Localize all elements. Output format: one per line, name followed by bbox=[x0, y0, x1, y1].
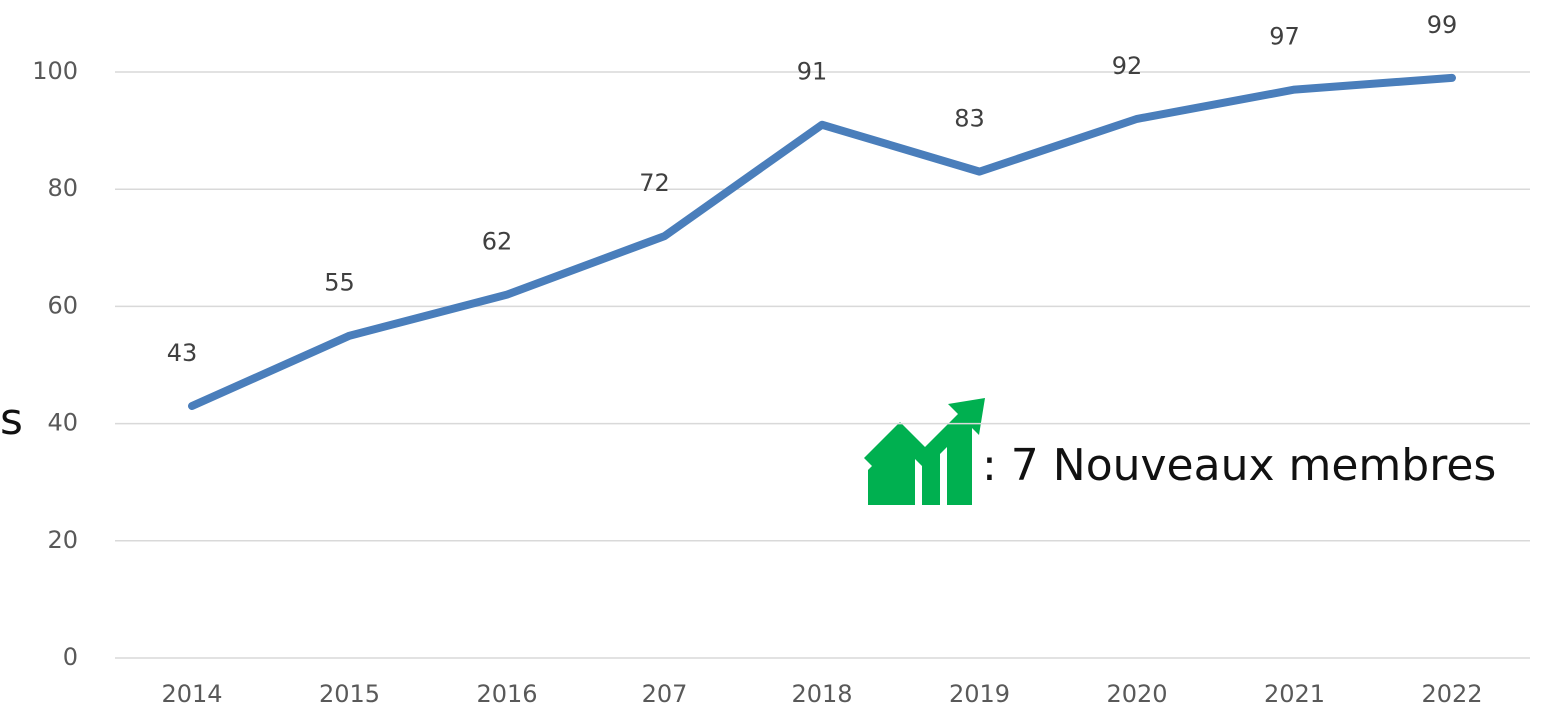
data-label: 43 bbox=[167, 339, 198, 367]
x-tick-label: 2015 bbox=[319, 680, 380, 708]
cropped-text: s bbox=[0, 394, 23, 445]
x-tick-label: 2014 bbox=[161, 680, 222, 708]
y-tick-label: 80 bbox=[47, 174, 78, 202]
x-tick-label: 2021 bbox=[1264, 680, 1325, 708]
y-tick-label: 20 bbox=[47, 526, 78, 554]
x-tick-label: 2016 bbox=[476, 680, 537, 708]
data-label: 62 bbox=[482, 228, 513, 256]
y-tick-label: 100 bbox=[32, 57, 78, 85]
y-tick-label: 60 bbox=[47, 291, 78, 319]
x-tick-label: 2022 bbox=[1421, 680, 1482, 708]
x-tick-label: 207 bbox=[642, 680, 688, 708]
y-tick-label: 0 bbox=[63, 643, 78, 671]
x-tick-label: 2019 bbox=[949, 680, 1010, 708]
data-label: 83 bbox=[954, 105, 985, 133]
x-tick-label: 2018 bbox=[791, 680, 852, 708]
data-label: 91 bbox=[797, 58, 828, 86]
data-line bbox=[188, 73, 1456, 411]
trend-icon bbox=[864, 398, 985, 505]
data-label: 99 bbox=[1427, 11, 1458, 39]
data-label: 92 bbox=[1112, 52, 1143, 80]
annotation: : 7 Nouveaux membres bbox=[982, 440, 1496, 491]
data-label: 55 bbox=[324, 269, 355, 297]
data-label: 72 bbox=[639, 169, 670, 197]
x-tick-label: 2020 bbox=[1106, 680, 1167, 708]
y-tick-label: 40 bbox=[47, 409, 78, 437]
data-label: 97 bbox=[1269, 23, 1300, 51]
